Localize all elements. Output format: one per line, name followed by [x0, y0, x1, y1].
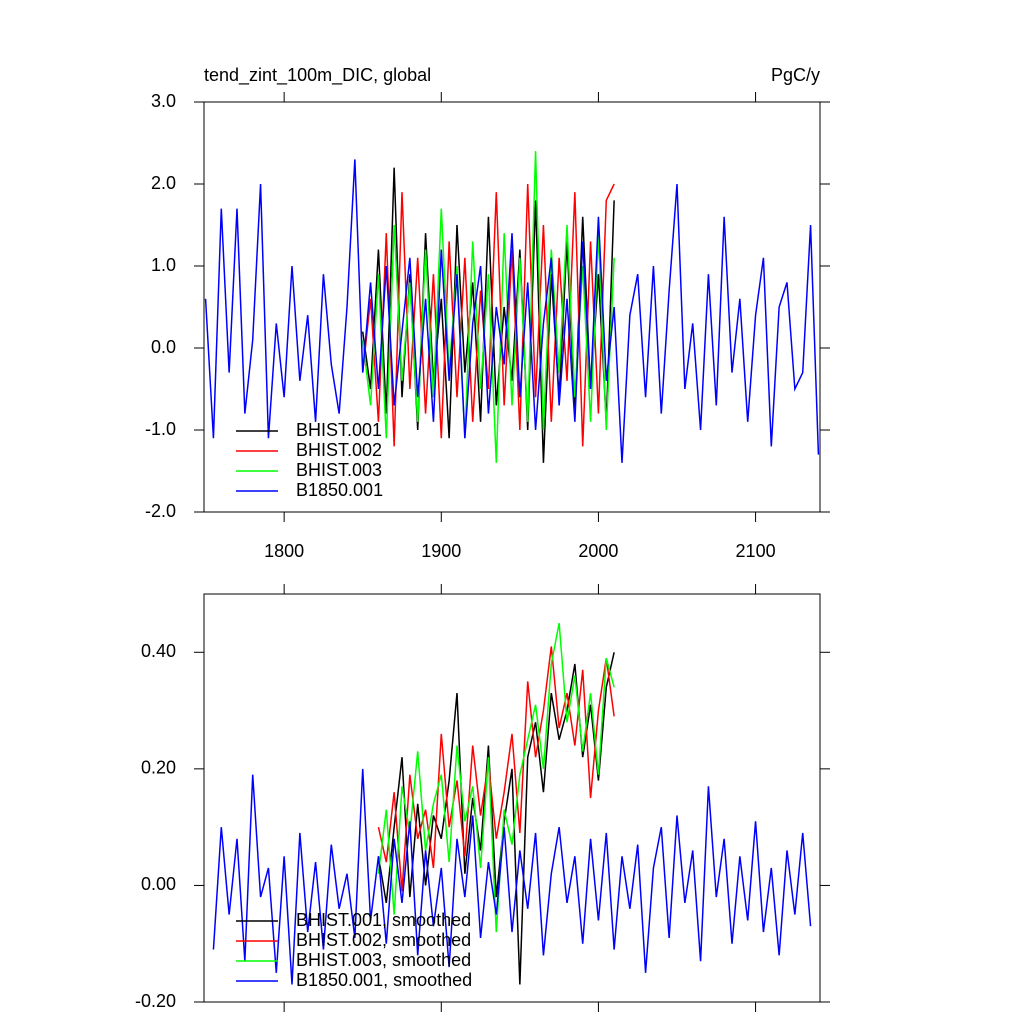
y-tick-label: 2.0	[151, 173, 176, 193]
legend-label: B1850.001, smoothed	[296, 970, 472, 990]
legend-label: BHIST.002, smoothed	[296, 930, 471, 950]
chart-title: tend_zint_100m_DIC, global	[204, 65, 431, 86]
plot-frame	[203, 101, 821, 513]
x-tick-label: 2000	[578, 541, 618, 561]
series-line	[377, 652, 615, 985]
y-tick-label: 0.40	[141, 641, 176, 661]
legend-label: BHIST.003	[296, 460, 382, 480]
x-tick-label: 2100	[736, 541, 776, 561]
y-tick-label: -2.0	[145, 501, 176, 521]
x-tick-label: 1900	[421, 541, 461, 561]
series-line	[204, 159, 820, 463]
series-line	[212, 768, 812, 985]
y-tick-label: 3.0	[151, 91, 176, 111]
legend-label: BHIST.001	[296, 420, 382, 440]
legend-label: BHIST.002	[296, 440, 382, 460]
y-tick-label: -0.20	[135, 991, 176, 1011]
plot-frame	[203, 593, 821, 1003]
series-line	[377, 622, 615, 933]
y-tick-label: 0.00	[141, 874, 176, 894]
series-line	[361, 167, 615, 463]
y-tick-label: 1.0	[151, 255, 176, 275]
y-tick-label: 0.0	[151, 337, 176, 357]
series-line	[377, 646, 615, 892]
legend-label: B1850.001	[296, 480, 383, 500]
legend-label: BHIST.001, smoothed	[296, 910, 471, 930]
series-line	[361, 151, 615, 463]
y-tick-label: 0.20	[141, 758, 176, 778]
x-tick-label: 1800	[264, 541, 304, 561]
legend-label: BHIST.003, smoothed	[296, 950, 471, 970]
chart-units: PgC/y	[771, 65, 820, 85]
y-tick-label: -1.0	[145, 419, 176, 439]
series-line	[361, 183, 615, 447]
